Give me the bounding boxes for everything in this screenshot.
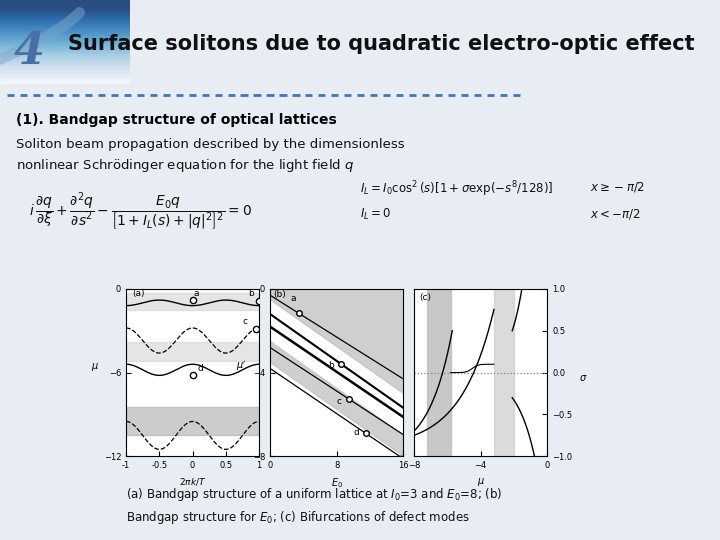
- Text: d: d: [354, 428, 359, 437]
- Text: c: c: [243, 317, 248, 326]
- Bar: [126, 293, 259, 310]
- Bar: [427, 289, 451, 456]
- Text: b: b: [328, 361, 334, 370]
- Text: (1). Bandgap structure of optical lattices: (1). Bandgap structure of optical lattic…: [16, 113, 336, 127]
- Text: b: b: [248, 289, 254, 298]
- Bar: [126, 408, 259, 435]
- Text: Soliton beam propagation described by the dimensionless: Soliton beam propagation described by th…: [16, 138, 405, 151]
- X-axis label: $2\pi k/T$: $2\pi k/T$: [179, 476, 207, 487]
- Text: a: a: [291, 294, 297, 303]
- Text: (a): (a): [132, 289, 145, 298]
- Text: $x\geq-\pi/2$: $x\geq-\pi/2$: [590, 179, 646, 193]
- Text: $I_L = I_0\cos^2(s)[1+\sigma\exp(-s^8/128)]$: $I_L = I_0\cos^2(s)[1+\sigma\exp(-s^8/12…: [360, 179, 554, 199]
- Bar: [494, 289, 514, 456]
- Y-axis label: $\sigma$: $\sigma$: [579, 373, 588, 383]
- Text: (c): (c): [419, 293, 431, 302]
- Text: $i\,\dfrac{\partial q}{\partial \xi}+\dfrac{\partial^2 q}{\partial s^2}-\dfrac{E: $i\,\dfrac{\partial q}{\partial \xi}+\df…: [29, 191, 252, 233]
- Text: Bandgap structure for $E_0$; (c) Bifurcations of defect modes: Bandgap structure for $E_0$; (c) Bifurca…: [126, 509, 469, 526]
- X-axis label: $E_0$: $E_0$: [330, 476, 343, 490]
- Text: d: d: [198, 364, 204, 373]
- Text: nonlinear Schrödinger equation for the light field $q$: nonlinear Schrödinger equation for the l…: [16, 157, 354, 174]
- Y-axis label: $\mu'$: $\mu'$: [236, 359, 247, 373]
- Text: $I_L = 0$: $I_L = 0$: [360, 207, 392, 222]
- Text: a: a: [194, 289, 199, 298]
- X-axis label: $\mu$: $\mu$: [477, 476, 485, 488]
- Text: (a) Bandgap structure of a uniform lattice at $I_0$=3 and $E_0$=8; (b): (a) Bandgap structure of a uniform latti…: [126, 486, 503, 503]
- Text: (b): (b): [274, 291, 286, 299]
- Text: 4: 4: [13, 30, 45, 73]
- Text: Surface solitons due to quadratic electro-optic effect: Surface solitons due to quadratic electr…: [68, 33, 695, 53]
- Y-axis label: $\mu$: $\mu$: [91, 361, 99, 373]
- Text: $x<-\pi/2$: $x<-\pi/2$: [590, 207, 641, 221]
- Text: c: c: [337, 397, 341, 406]
- Bar: [126, 342, 259, 361]
